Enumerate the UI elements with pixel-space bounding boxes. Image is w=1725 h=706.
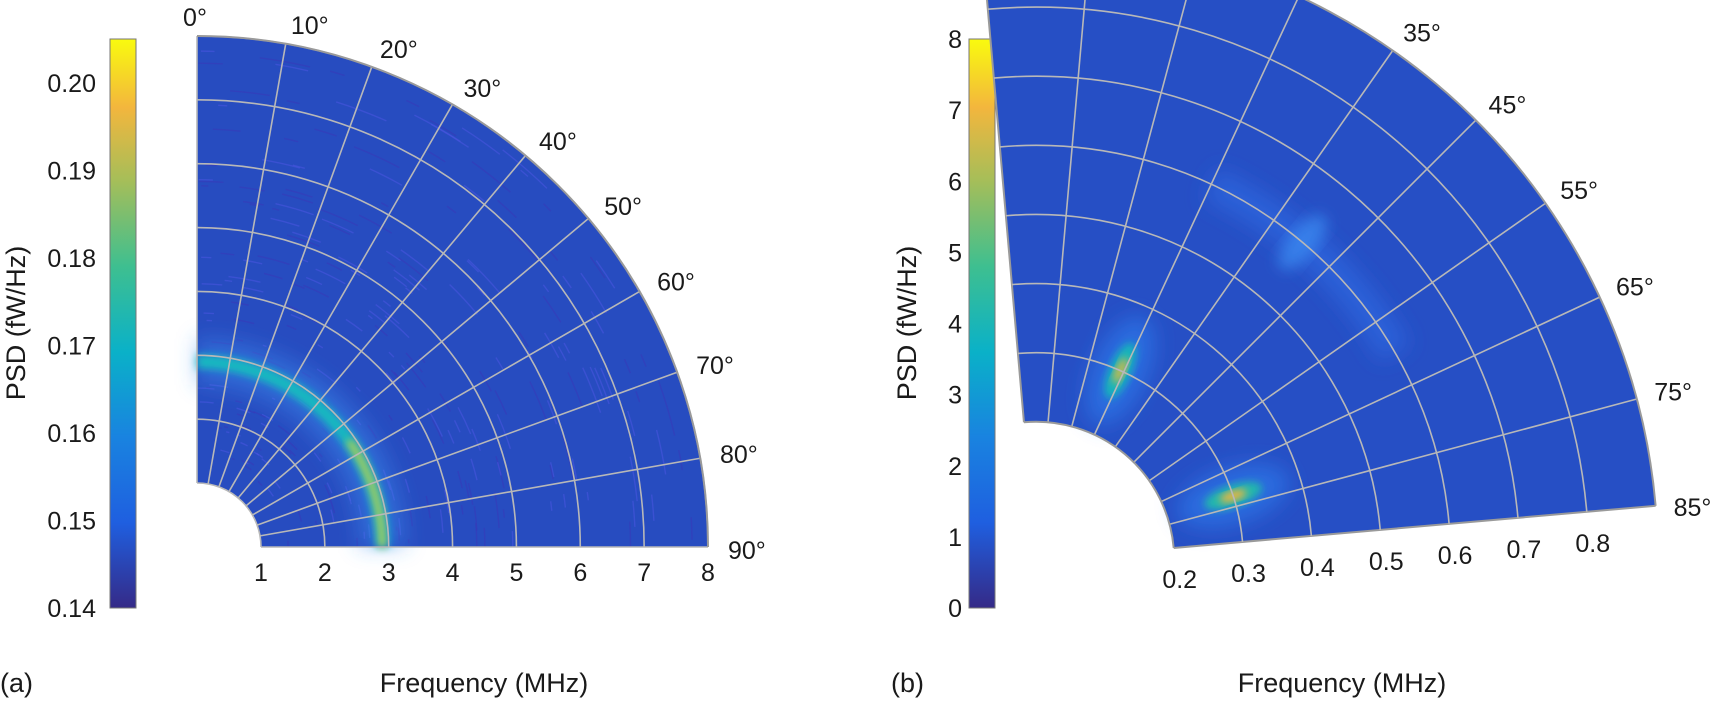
radial-tick-label: 0.3 (1231, 560, 1266, 588)
panel-a: 0.14 0.15 0.16 0.17 0.18 0.19 0.20 PSD (fW/Hz)… (0, 4, 766, 698)
colorbar-tick-label: 6 (948, 168, 962, 196)
colorbar-tick-label: 0.14 (47, 595, 96, 623)
noise-streak (226, 432, 229, 433)
noise-streak (204, 313, 214, 314)
colorbar-tick-label: 0.17 (47, 332, 96, 360)
radial-tick-label: 3 (382, 559, 396, 587)
colorbar-b (969, 39, 995, 608)
colorbar-tick-label: 0 (948, 595, 962, 623)
colorbar-tick-label: 1 (948, 524, 962, 552)
noise-streak (484, 528, 485, 547)
radial-tick-label: 0.2 (1162, 566, 1197, 594)
radial-tick-label: 2 (318, 559, 332, 587)
colorbar-a (110, 39, 136, 608)
panel-b: 0 1 2 3 4 5 6 7 8 PSD (fW/Hz) 0.2 0.3 0.4 0.5 0.6 0.7… (891, 0, 1711, 698)
angular-tick-label: 75° (1654, 378, 1692, 406)
colorbar-b-label: PSD (fW/Hz) (892, 246, 922, 401)
radial-tick-label: 0.4 (1300, 554, 1335, 582)
noise-streak (316, 521, 317, 524)
angular-tick-label: 85° (1674, 494, 1712, 522)
colorbar-tick-label: 8 (948, 26, 962, 54)
polar-plot-b: 0.20.30.40.50.60.70.8-5°5°15°25°35°45°55… (956, 0, 1711, 594)
angular-tick-label: 30° (464, 75, 502, 103)
colorbar-tick-label: 2 (948, 453, 962, 481)
radial-tick-label: 6 (573, 559, 587, 587)
panel-label-a: (a) (0, 668, 33, 698)
colorbar-tick-label: 4 (948, 311, 962, 339)
angular-tick-label: 60° (657, 269, 695, 297)
colorbar-tick-label: 0.16 (47, 420, 96, 448)
noise-streak (218, 105, 227, 106)
angular-tick-label: 80° (720, 441, 758, 469)
noise-streak (198, 63, 222, 64)
colorbar-tick-label: 0.18 (47, 245, 96, 273)
colorbar-a-ticks: 0.14 0.15 0.16 0.17 0.18 0.19 0.20 (47, 70, 96, 623)
colorbar-tick-label: 0.19 (47, 157, 96, 185)
radial-tick-label: 7 (637, 559, 651, 587)
radial-tick-label: 0.8 (1575, 530, 1610, 558)
angular-tick-label: 0° (183, 4, 207, 32)
panel-label-b: (b) (891, 668, 924, 698)
radial-tick-label: 0.6 (1438, 542, 1473, 570)
angular-tick-label: 35° (1403, 20, 1441, 48)
colorbar-tick-label: 7 (948, 97, 962, 125)
angular-tick-label: 70° (696, 352, 734, 380)
colorbar-tick-label: 3 (948, 382, 962, 410)
noise-streak (224, 427, 228, 428)
angular-tick-label: 55° (1560, 177, 1598, 205)
angular-tick-label: 45° (1489, 91, 1527, 119)
radial-tick-label: 5 (509, 559, 523, 587)
noise-streak (225, 280, 232, 281)
radial-tick-label: 0.7 (1507, 536, 1542, 564)
colorbar-b-ticks: 0 1 2 3 4 5 6 7 8 (948, 26, 962, 623)
angular-tick-label: 20° (380, 36, 418, 64)
angular-tick-label: 90° (728, 537, 766, 565)
angular-tick-label: 10° (291, 12, 329, 40)
colorbar-tick-label: 0.15 (47, 507, 96, 535)
radial-tick-label: 0.5 (1369, 548, 1404, 576)
xlabel-a: Frequency (MHz) (380, 668, 589, 698)
colorbar-a-label: PSD (fW/Hz) (1, 246, 31, 401)
radial-tick-label: 4 (446, 559, 460, 587)
colorbar-tick-label: 5 (948, 239, 962, 267)
angular-tick-label: 50° (604, 193, 642, 221)
noise-streak (503, 509, 504, 517)
xlabel-b: Frequency (MHz) (1238, 668, 1447, 698)
radial-tick-label: 8 (701, 559, 715, 587)
noise-streak (630, 522, 631, 547)
colorbar-tick-label: 0.20 (47, 70, 96, 98)
noise-streak (691, 517, 692, 539)
angular-tick-label: 40° (539, 128, 577, 156)
radial-tick-label: 1 (254, 559, 268, 587)
angular-tick-label: 65° (1616, 274, 1654, 302)
